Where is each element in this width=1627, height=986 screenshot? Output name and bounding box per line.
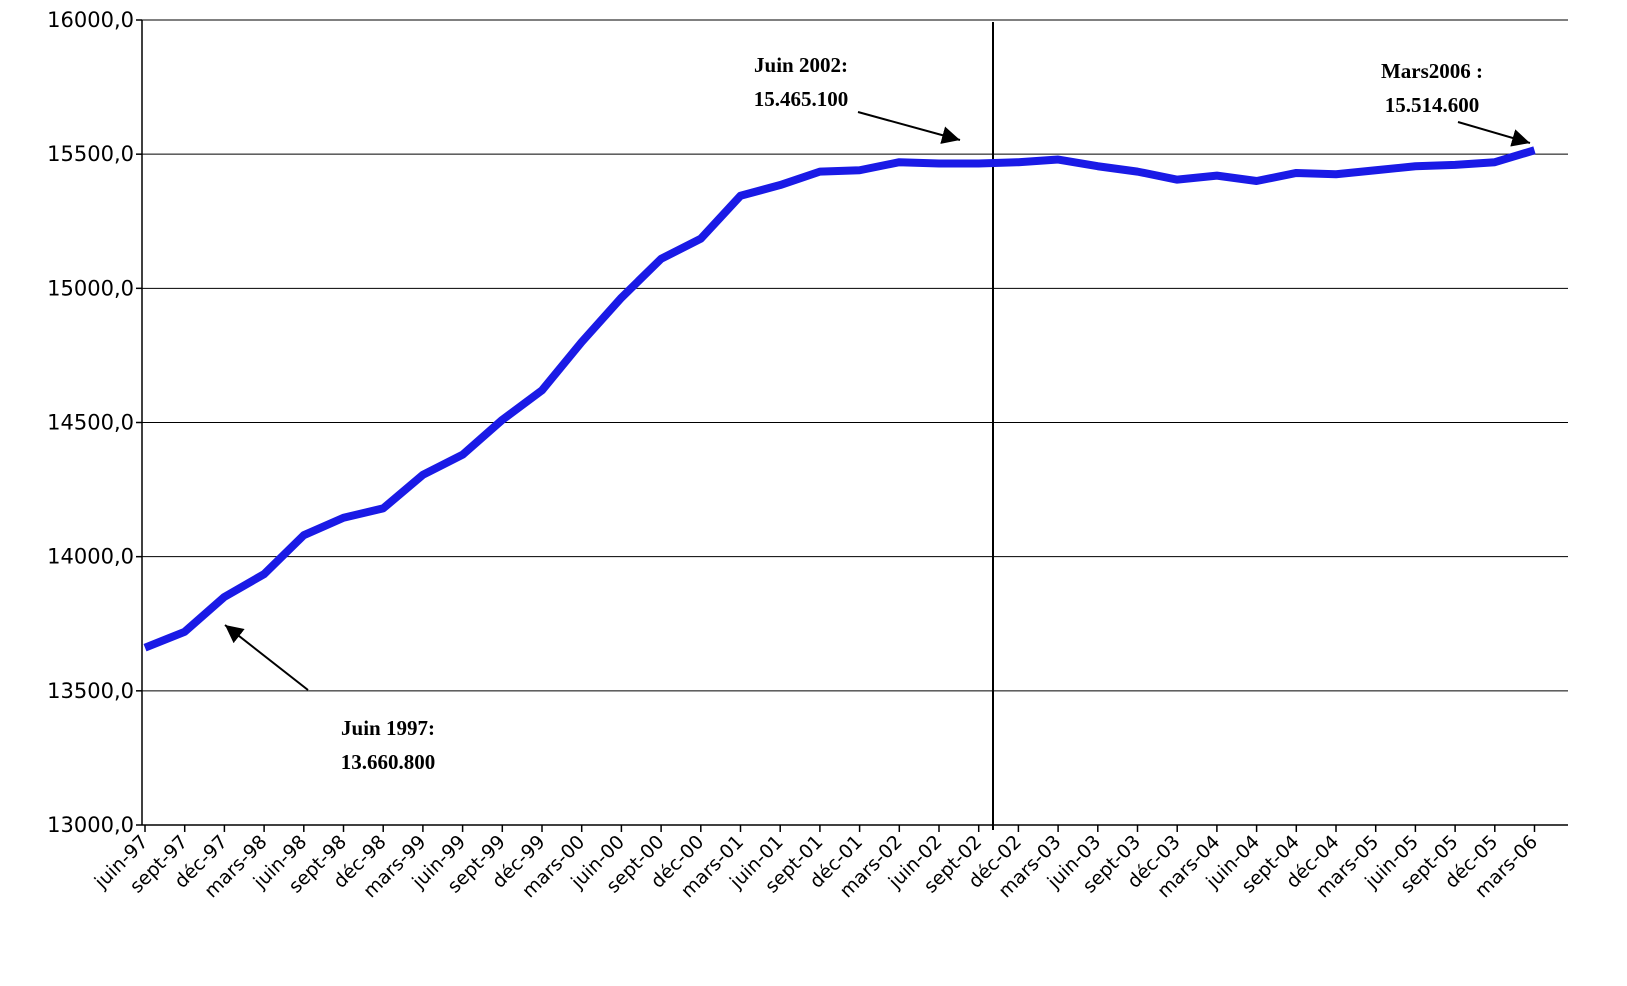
y-tick-label: 13500,0 <box>47 679 134 703</box>
y-tick-label: 15500,0 <box>47 142 134 166</box>
annotation: Juin 2002: <box>754 53 848 77</box>
annotation: Mars2006 : <box>1381 59 1483 83</box>
y-tick-label: 15000,0 <box>47 276 134 300</box>
annotation: Juin 1997: <box>341 716 435 740</box>
grid <box>142 19 1568 826</box>
annotation: 15.514.600 <box>1385 93 1480 117</box>
plot <box>143 146 1536 652</box>
data-line <box>143 146 1536 652</box>
y-tick-label: 14500,0 <box>47 411 134 435</box>
annotation-arrow <box>224 624 309 691</box>
y-tick-label: 13000,0 <box>47 813 134 837</box>
annotation: 15.465.100 <box>754 87 849 111</box>
annotation: 13.660.800 <box>341 750 436 774</box>
annotation-arrow <box>857 111 961 144</box>
y-tick-label: 16000,0 <box>47 8 134 32</box>
y-tick-label: 14000,0 <box>47 545 134 569</box>
annotation-arrow <box>1457 121 1531 147</box>
